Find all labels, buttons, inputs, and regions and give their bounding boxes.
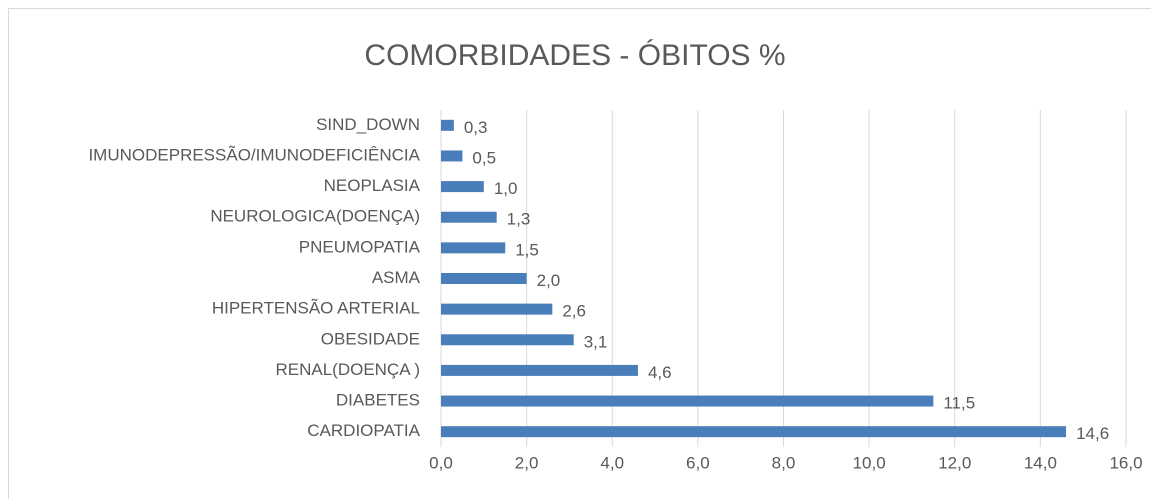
data-label: 2,0 <box>537 271 561 290</box>
x-tick-label: 6,0 <box>686 453 710 472</box>
bar <box>441 365 638 376</box>
y-tick-label: HIPERTENSÃO ARTERIAL <box>212 299 420 318</box>
y-tick-label: IMUNODEPRESSÃO/IMUNODEFICIÊNCIA <box>88 145 420 164</box>
data-label: 1,5 <box>515 240 539 259</box>
x-tick-label: 16,0 <box>1109 453 1142 472</box>
x-tick-label: 2,0 <box>515 453 539 472</box>
y-tick-label: NEOPLASIA <box>324 176 421 195</box>
x-tick-label: 12,0 <box>938 453 971 472</box>
bar <box>441 426 1066 437</box>
bar <box>441 150 462 161</box>
data-label: 11,5 <box>943 394 975 413</box>
y-tick-label: ASMA <box>372 268 421 287</box>
data-label: 1,0 <box>494 179 518 198</box>
x-tick-label: 0,0 <box>429 453 453 472</box>
x-tick-label: 14,0 <box>1024 453 1057 472</box>
data-label: 0,3 <box>464 118 488 137</box>
y-tick-label: PNEUMOPATIA <box>299 237 421 256</box>
x-tick-label: 10,0 <box>853 453 886 472</box>
bar <box>441 212 497 223</box>
y-tick-label: OBESIDADE <box>321 329 420 348</box>
data-label: 0,5 <box>472 148 496 167</box>
bar <box>441 334 574 345</box>
y-tick-label: RENAL(DOENÇA ) <box>275 360 420 379</box>
y-tick-label: SIND_DOWN <box>316 115 420 134</box>
data-label: 2,6 <box>562 302 586 321</box>
x-tick-label: 4,0 <box>600 453 624 472</box>
chart-title: COMORBIDADES - ÓBITOS % <box>364 39 785 72</box>
data-label: 1,3 <box>507 210 531 229</box>
bar <box>441 242 505 253</box>
bar <box>441 273 527 284</box>
chart-border <box>9 9 1151 500</box>
data-label: 3,1 <box>584 332 608 351</box>
y-tick-label: DIABETES <box>336 391 420 410</box>
data-label: 4,6 <box>648 363 672 382</box>
bar <box>441 120 454 131</box>
bar <box>441 396 933 407</box>
y-tick-label: NEUROLOGICA(DOENÇA) <box>210 207 420 226</box>
data-label: 14,6 <box>1076 424 1109 443</box>
x-tick-label: 8,0 <box>772 453 796 472</box>
y-tick-label: CARDIOPATIA <box>307 421 420 440</box>
bar <box>441 304 552 315</box>
bar <box>441 181 484 192</box>
